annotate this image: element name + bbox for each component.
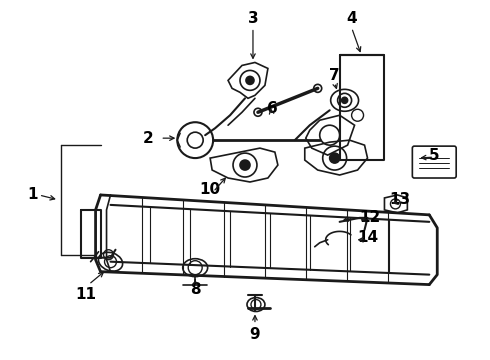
Text: 7: 7 bbox=[329, 68, 340, 83]
Text: 14: 14 bbox=[357, 230, 378, 245]
Text: 10: 10 bbox=[199, 183, 220, 198]
Text: 3: 3 bbox=[247, 11, 258, 26]
Text: 5: 5 bbox=[429, 148, 440, 163]
Text: 1: 1 bbox=[27, 188, 38, 202]
Text: 12: 12 bbox=[359, 210, 380, 225]
Circle shape bbox=[330, 153, 340, 163]
Circle shape bbox=[246, 76, 254, 84]
Text: 2: 2 bbox=[143, 131, 154, 146]
Circle shape bbox=[240, 160, 250, 170]
Circle shape bbox=[342, 97, 347, 103]
Text: 9: 9 bbox=[249, 327, 260, 342]
Text: 4: 4 bbox=[346, 11, 357, 26]
Text: 13: 13 bbox=[389, 193, 410, 207]
Text: 11: 11 bbox=[75, 287, 96, 302]
Text: 6: 6 bbox=[267, 101, 277, 116]
Text: 8: 8 bbox=[190, 282, 200, 297]
